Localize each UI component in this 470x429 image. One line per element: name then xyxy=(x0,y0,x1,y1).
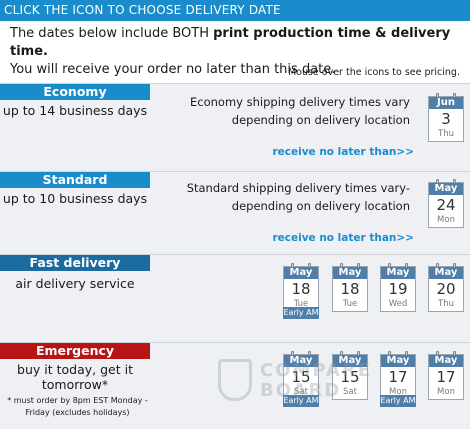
emergency-date-calendar-icon[interactable]: May 17 Mon xyxy=(428,351,464,400)
emergency-subtitle-line1: buy it today, get it xyxy=(17,362,133,377)
emergency-subtitle-line2: tomorrow* xyxy=(41,377,109,392)
calendar-day: 17 xyxy=(436,368,456,386)
calendar-day: 18 xyxy=(291,280,311,298)
standard-description: Standard shipping delivery times vary-de… xyxy=(186,181,410,213)
watermark-logo: COMPARE BOARD xyxy=(218,355,428,409)
calendar-month: May xyxy=(429,183,463,195)
intro-text: The dates below include BOTH print produ… xyxy=(10,25,466,79)
fast-date-calendar-icon[interactable]: May 18 Tue xyxy=(332,263,368,312)
fast-date-calendar-icon[interactable]: May 18 Tue Early AM xyxy=(283,263,319,319)
calendar-day: 17 xyxy=(388,368,408,386)
emergency-date-calendar-icon[interactable]: May 15 Sat xyxy=(332,351,368,400)
calendar-weekday: Mon xyxy=(437,215,455,225)
calendar-day: 24 xyxy=(436,196,456,214)
calendar-weekday: Mon xyxy=(437,387,455,397)
calendar-month: May xyxy=(381,267,415,279)
early-am-badge: Early AM xyxy=(283,395,319,407)
calendar-weekday: Thu xyxy=(438,299,454,309)
calendar-day: 18 xyxy=(340,280,360,298)
shield-icon xyxy=(218,359,252,401)
calendar-day: 3 xyxy=(441,110,451,128)
emergency-date-calendar-icon[interactable]: May 17 Mon Early AM xyxy=(380,351,416,407)
standard-section: Standard up to 10 business days Standard… xyxy=(0,171,470,254)
standard-date-calendar-icon[interactable]: May 24 Mon xyxy=(428,179,464,228)
emergency-title: Emergency xyxy=(0,343,150,359)
calendar-month: May xyxy=(429,267,463,279)
economy-section: Economy up to 14 business days Economy s… xyxy=(0,83,470,171)
calendar-weekday: Thu xyxy=(438,129,454,139)
early-am-badge: Early AM xyxy=(380,395,416,407)
standard-receive-link[interactable]: receive no later than>> xyxy=(272,232,414,244)
calendar-weekday: Sat xyxy=(294,387,308,397)
calendar-day: 20 xyxy=(436,280,456,298)
fast-date-calendar-icon[interactable]: May 20 Thu xyxy=(428,263,464,312)
economy-subtitle: up to 14 business days xyxy=(2,103,148,118)
fast-delivery-section: Fast delivery air delivery service May 1… xyxy=(0,254,470,342)
calendar-month: May xyxy=(429,355,463,367)
calendar-day: 19 xyxy=(388,280,408,298)
fast-delivery-subtitle: air delivery service xyxy=(15,276,135,291)
pricing-hint: Mouse over the icons to see pricing. xyxy=(287,67,460,78)
calendar-day: 15 xyxy=(340,368,360,386)
economy-date-calendar-icon[interactable]: Jun 3 Thu xyxy=(428,93,464,142)
emergency-date-calendar-icon[interactable]: May 15 Sat Early AM xyxy=(283,351,319,407)
standard-title: Standard xyxy=(0,172,150,188)
economy-receive-link[interactable]: receive no later than>> xyxy=(272,146,414,158)
calendar-weekday: Mon xyxy=(389,387,407,397)
calendar-month: May xyxy=(333,355,367,367)
watermark-text-line2: BOARD xyxy=(260,380,342,401)
calendar-weekday: Tue xyxy=(293,299,309,309)
economy-description: Economy shipping delivery times vary dep… xyxy=(190,95,410,127)
standard-subtitle: up to 10 business days xyxy=(2,191,148,206)
early-am-badge: Early AM xyxy=(283,307,319,319)
intro-line2: You will receive your order no later tha… xyxy=(10,62,336,77)
calendar-month: Jun xyxy=(429,97,463,109)
calendar-month: May xyxy=(333,267,367,279)
fast-delivery-title: Fast delivery xyxy=(0,255,150,271)
page-header: CLICK THE ICON TO CHOOSE DELIVERY DATE xyxy=(0,0,470,21)
calendar-weekday: Sat xyxy=(343,387,357,397)
calendar-month: May xyxy=(381,355,415,367)
emergency-section: Emergency buy it today, get it tomorrow*… xyxy=(0,342,470,429)
economy-title: Economy xyxy=(0,84,150,100)
intro-line1: The dates below include BOTH xyxy=(10,26,214,41)
emergency-cutoff-note: * must order by 8pm EST Monday - Friday … xyxy=(7,396,148,417)
watermark-text-line1: COMPARE xyxy=(260,360,373,381)
fast-date-calendar-icon[interactable]: May 19 Wed xyxy=(380,263,416,312)
calendar-day: 15 xyxy=(291,368,311,386)
calendar-weekday: Tue xyxy=(342,299,358,309)
intro-line1-bold: print production time & delivery time. xyxy=(10,26,451,59)
calendar-month: May xyxy=(284,267,318,279)
calendar-weekday: Wed xyxy=(388,299,408,309)
calendar-month: May xyxy=(284,355,318,367)
